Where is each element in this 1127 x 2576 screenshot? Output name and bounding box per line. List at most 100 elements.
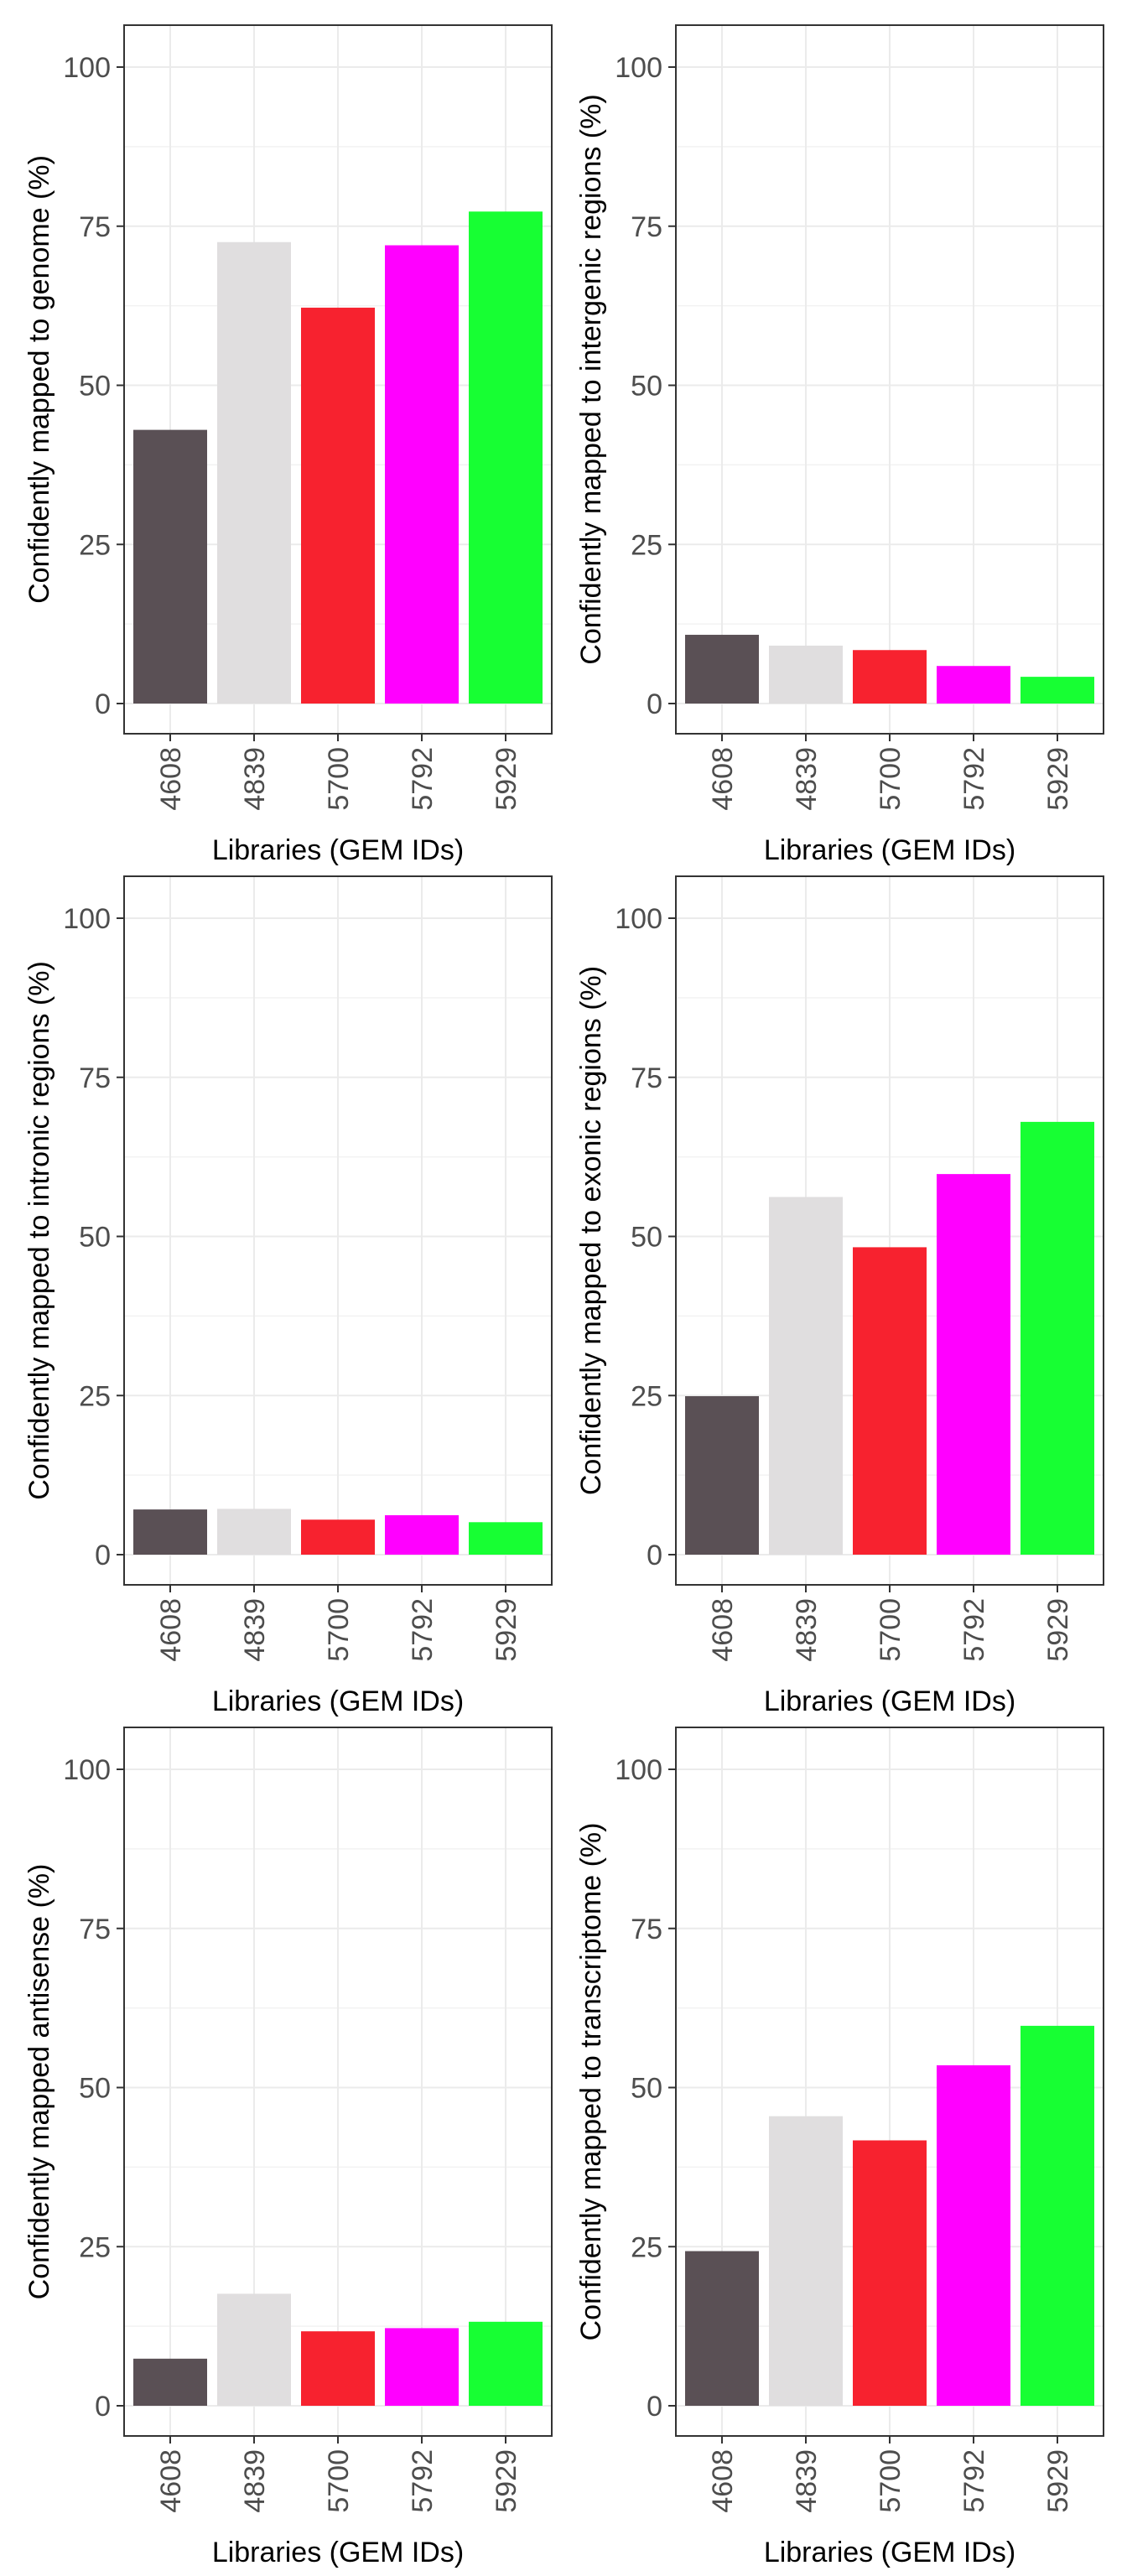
x-tick-label: 5700: [875, 747, 906, 811]
x-tick-label: 4839: [239, 2449, 271, 2513]
y-tick-label: 100: [63, 52, 111, 84]
bar-5700: [301, 307, 375, 704]
bar-4608: [685, 1396, 759, 1555]
bar-5700: [301, 2331, 375, 2406]
y-tick-label: 50: [79, 2073, 111, 2105]
y-tick-label: 50: [631, 1222, 662, 1254]
bar-5700: [853, 2140, 927, 2406]
bar-4839: [769, 2116, 843, 2406]
bar-4608: [685, 2251, 759, 2406]
bar-5700: [301, 1519, 375, 1555]
bar-4608: [685, 635, 759, 704]
chart-panel-6: 0 25 50 75 100 4608 4839 5700 5792 5929 Libraries …: [575, 1727, 1104, 2568]
x-tick-label: 5700: [323, 2449, 355, 2513]
bar-5929: [1021, 1121, 1094, 1555]
x-tick-label: 5792: [407, 747, 439, 811]
x-tick-label: 4839: [791, 747, 823, 811]
y-tick-label: 25: [79, 1380, 111, 1412]
x-tick-label: 5792: [958, 1598, 990, 1662]
x-axis-title: Libraries (GEM IDs): [764, 1685, 1015, 1717]
bar-5792: [385, 245, 459, 704]
y-tick-label: 50: [631, 371, 662, 402]
y-tick-label: 0: [647, 1540, 662, 1571]
bar-5792: [937, 2064, 1010, 2406]
y-tick-label: 0: [647, 2391, 662, 2423]
x-tick-label: 4608: [707, 1598, 739, 1662]
bar-4839: [769, 645, 843, 704]
bar-5929: [469, 2321, 543, 2406]
y-tick-label: 25: [631, 529, 662, 561]
bar-4608: [133, 1509, 207, 1555]
y-tick-label: 100: [615, 52, 662, 84]
y-tick-label: 75: [631, 1062, 662, 1094]
x-tick-label: 4608: [707, 747, 739, 811]
x-tick-label: 5792: [958, 2449, 990, 2513]
bar-4839: [769, 1197, 843, 1555]
x-axis-title: Libraries (GEM IDs): [764, 2537, 1015, 2568]
bar-5792: [385, 2328, 459, 2406]
y-axis-title: Confidently mapped to genome (%): [23, 155, 55, 604]
y-axis-title: Confidently mapped to intergenic regions…: [575, 94, 607, 664]
y-axis-title: Confidently mapped to intronic regions (…: [23, 961, 55, 1500]
bar-5929: [1021, 2025, 1094, 2406]
x-tick-label: 4839: [791, 2449, 823, 2513]
x-tick-label: 5700: [323, 747, 355, 811]
bar-4839: [217, 2293, 291, 2406]
x-tick-label: 5929: [491, 1598, 522, 1662]
bar-5929: [469, 211, 543, 704]
x-tick-label: 4839: [239, 747, 271, 811]
x-tick-label: 5792: [407, 1598, 439, 1662]
y-tick-label: 25: [631, 2231, 662, 2263]
y-tick-label: 25: [79, 2231, 111, 2263]
y-tick-label: 100: [63, 1754, 111, 1786]
x-tick-label: 5700: [323, 1598, 355, 1662]
bar-5792: [937, 666, 1010, 704]
y-tick-label: 25: [79, 529, 111, 561]
x-axis-title: Libraries (GEM IDs): [212, 1685, 464, 1717]
y-tick-label: 100: [615, 1754, 662, 1786]
y-tick-label: 50: [79, 371, 111, 402]
chart-panel-5: 0 25 50 75 100 4608 4839 5700 5792 5929 Libraries …: [23, 1727, 553, 2568]
chart-panel-2: 0 25 50 75 100 4608 4839 5700 5792 5929 Libraries …: [575, 24, 1104, 866]
y-tick-label: 75: [79, 1062, 111, 1094]
y-tick-label: 50: [631, 2073, 662, 2105]
bar-5700: [853, 650, 927, 704]
y-axis-title: Confidently mapped antisense (%): [23, 1864, 55, 2300]
y-tick-label: 75: [631, 1914, 662, 1945]
y-tick-label: 100: [63, 903, 111, 935]
y-tick-label: 0: [95, 688, 111, 720]
y-tick-label: 0: [95, 1540, 111, 1571]
y-tick-label: 75: [79, 1914, 111, 1945]
x-tick-label: 4608: [155, 1598, 187, 1662]
bar-5929: [469, 1522, 543, 1555]
chart-panel-4: 0 25 50 75 100 4608 4839 5700 5792 5929 Libraries …: [575, 875, 1104, 1717]
bar-5792: [385, 1514, 459, 1555]
x-tick-label: 5929: [491, 747, 522, 811]
y-tick-label: 75: [79, 211, 111, 243]
y-tick-label: 100: [615, 903, 662, 935]
bar-5929: [1021, 677, 1094, 704]
bar-4839: [217, 1509, 291, 1555]
x-tick-label: 5700: [875, 2449, 906, 2513]
x-tick-label: 5929: [1042, 747, 1074, 811]
x-tick-label: 4608: [155, 2449, 187, 2513]
y-axis-title: Confidently mapped to transcriptome (%): [575, 1823, 607, 2341]
x-axis-title: Libraries (GEM IDs): [212, 834, 464, 866]
x-tick-label: 4608: [155, 747, 187, 811]
bar-5792: [937, 1174, 1010, 1555]
bar-4608: [133, 429, 207, 704]
y-axis-title: Confidently mapped to exonic regions (%): [575, 966, 607, 1495]
x-tick-label: 4839: [791, 1598, 823, 1662]
x-tick-label: 5792: [407, 2449, 439, 2513]
x-tick-label: 5929: [1042, 1598, 1074, 1662]
bar-5700: [853, 1247, 927, 1555]
x-tick-label: 5929: [491, 2449, 522, 2513]
bar-4608: [133, 2358, 207, 2406]
y-tick-label: 50: [79, 1222, 111, 1254]
y-tick-label: 25: [631, 1380, 662, 1412]
x-tick-label: 4608: [707, 2449, 739, 2513]
bar-4839: [217, 242, 291, 704]
x-axis-title: Libraries (GEM IDs): [764, 834, 1015, 866]
x-tick-label: 5700: [875, 1598, 906, 1662]
